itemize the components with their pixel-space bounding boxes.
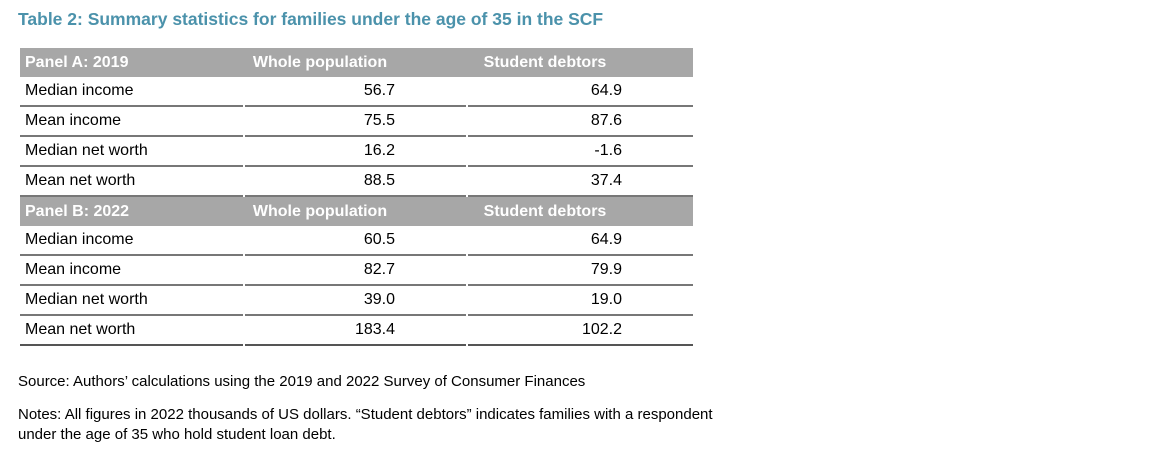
table-row: Median net worth 16.2 -1.6 [20, 137, 693, 167]
cell-value: 39.0 [245, 286, 466, 316]
table-row: Median income 56.7 64.9 [20, 77, 693, 107]
row-label: Median income [20, 77, 243, 107]
table-row: Mean net worth 88.5 37.4 [20, 167, 693, 197]
footnotes: Notes: All figures in 2022 thousands of … [18, 406, 713, 443]
row-label: Mean net worth [20, 167, 243, 197]
panel-b-title: Panel B: 2022 [20, 197, 243, 226]
panel-b-col-student-debtors: Student debtors [468, 197, 693, 226]
row-label: Mean income [20, 256, 243, 286]
table-row: Mean income 82.7 79.9 [20, 256, 693, 286]
cell-value: 79.9 [468, 256, 693, 286]
row-label: Median net worth [20, 286, 243, 316]
cell-value: 75.5 [245, 107, 466, 137]
row-label: Mean income [20, 107, 243, 137]
table-row: Median income 60.5 64.9 [20, 226, 693, 256]
cell-value: 16.2 [245, 137, 466, 167]
cell-value: 19.0 [468, 286, 693, 316]
row-label: Mean net worth [20, 316, 243, 346]
cell-value: 88.5 [245, 167, 466, 197]
source-note: Source: Authors’ calculations using the … [18, 373, 586, 390]
row-label: Median income [20, 226, 243, 256]
cell-value: 37.4 [468, 167, 693, 197]
cell-value: 64.9 [468, 226, 693, 256]
panel-b-col-whole-population: Whole population [245, 197, 466, 226]
panel-a-title: Panel A: 2019 [20, 48, 243, 77]
cell-value: 60.5 [245, 226, 466, 256]
cell-value: 56.7 [245, 77, 466, 107]
cell-value: 87.6 [468, 107, 693, 137]
summary-statistics-table: Panel A: 2019 Whole population Student d… [18, 48, 695, 346]
cell-value: 183.4 [245, 316, 466, 346]
table-row: Median net worth 39.0 19.0 [20, 286, 693, 316]
table-row: Mean income 75.5 87.6 [20, 107, 693, 137]
panel-a-header-row: Panel A: 2019 Whole population Student d… [20, 48, 693, 77]
table-row: Mean net worth 183.4 102.2 [20, 316, 693, 346]
cell-value: -1.6 [468, 137, 693, 167]
table-title: Table 2: Summary statistics for families… [18, 9, 604, 29]
panel-b-header-row: Panel B: 2022 Whole population Student d… [20, 197, 693, 226]
row-label: Median net worth [20, 137, 243, 167]
cell-value: 64.9 [468, 77, 693, 107]
panel-a-col-student-debtors: Student debtors [468, 48, 693, 77]
panel-a-col-whole-population: Whole population [245, 48, 466, 77]
cell-value: 82.7 [245, 256, 466, 286]
cell-value: 102.2 [468, 316, 693, 346]
